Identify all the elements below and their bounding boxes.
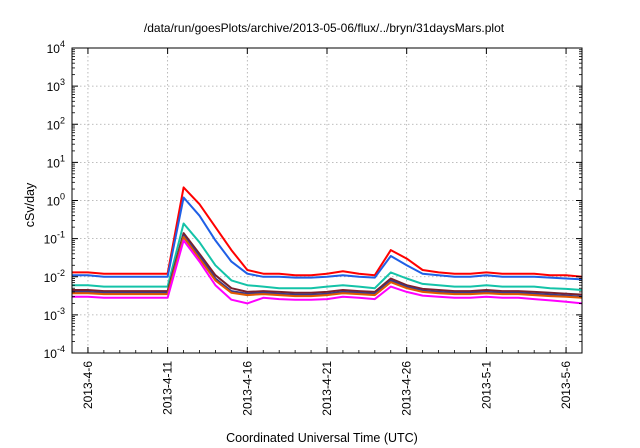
x-tick-label: 2013-4-21 bbox=[320, 361, 334, 416]
x-axis-label: Coordinated Universal Time (UTC) bbox=[226, 431, 418, 445]
series-line-4 bbox=[72, 232, 583, 296]
x-tick-label: 2013-5-6 bbox=[559, 361, 573, 409]
y-axis-label: cSv/day bbox=[23, 182, 37, 227]
series-line-2 bbox=[72, 196, 583, 281]
y-tick-label: 102 bbox=[47, 115, 65, 132]
y-tick-label: 10-2 bbox=[44, 268, 65, 285]
y-tick-label: 10-4 bbox=[44, 344, 65, 361]
series-line-5 bbox=[72, 234, 583, 298]
series-line-7 bbox=[72, 239, 583, 305]
x-tick-label: 2013-5-1 bbox=[479, 361, 493, 409]
x-tick-label: 2013-4-16 bbox=[240, 361, 254, 416]
series-line-3 bbox=[72, 222, 583, 291]
y-axis: 10-4 10-3 10-2 10-1 100 101 102 103 104 bbox=[44, 39, 582, 361]
y-tick-label: 101 bbox=[47, 153, 65, 170]
y-tick-label: 10-3 bbox=[44, 306, 65, 323]
x-tick-label: 2013-4-6 bbox=[81, 361, 95, 409]
y-tick-label: 103 bbox=[47, 77, 65, 94]
series-line-6 bbox=[72, 236, 583, 299]
series-line-1 bbox=[72, 186, 583, 278]
x-axis: 2013-4-6 2013-4-11 2013-4-16 2013-4-21 2013-… bbox=[71, 48, 583, 416]
y-tick-label: 100 bbox=[47, 192, 65, 209]
x-tick-label: 2013-4-26 bbox=[400, 361, 414, 416]
chart-title: /data/run/goesPlots/archive/2013-05-06/f… bbox=[144, 21, 505, 35]
y-tick-label: 10-1 bbox=[44, 230, 65, 247]
y-tick-label: 104 bbox=[47, 39, 65, 56]
x-tick-label: 2013-4-11 bbox=[161, 361, 175, 415]
series-lines bbox=[72, 186, 583, 305]
